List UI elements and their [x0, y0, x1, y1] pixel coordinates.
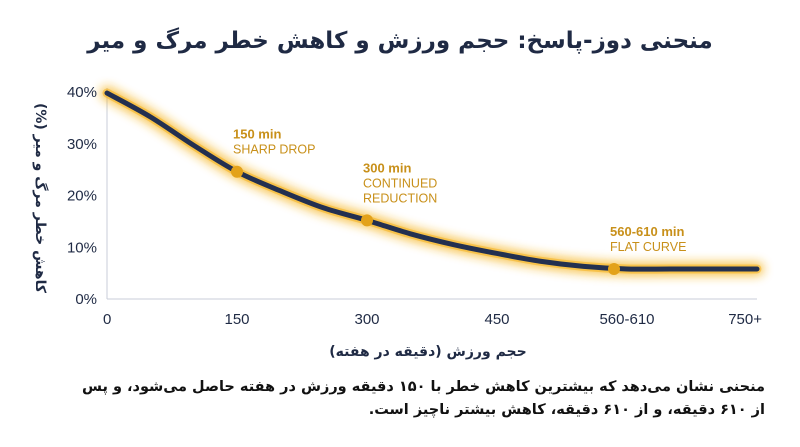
- y-tick-label: 10%: [67, 239, 97, 256]
- annotation-label: 150 min: [233, 127, 281, 142]
- x-axis-label: حجم ورزش (دقیقه در هفته): [329, 344, 526, 360]
- x-tick-label: 750+: [728, 311, 762, 328]
- x-tick-label: 0: [103, 311, 111, 328]
- y-tick-label: 40%: [67, 84, 97, 101]
- curve-layer: [100, 86, 764, 277]
- series-line: [104, 90, 760, 272]
- y-tick-label: 0%: [75, 291, 97, 308]
- x-tick-label: 450: [484, 311, 509, 328]
- annotation-label: REDUCTION: [363, 191, 437, 205]
- annotation-label: FLAT CURVE: [610, 240, 686, 254]
- chart-title: منحنی دوز-پاسخ: حجم ورزش و کاهش خطر مرگ …: [87, 28, 713, 54]
- data-point-marker: [231, 165, 243, 178]
- annotation-label: 560-610 min: [610, 224, 684, 239]
- data-point-marker: [608, 262, 620, 275]
- annotation-label: 300 min: [363, 160, 411, 175]
- data-point-marker: [361, 214, 373, 227]
- y-axis-label: کاهش خطر مرگ و میر (%): [32, 103, 49, 294]
- tick-layer: 0% 10% 20% 30% 40% 0 150 300 450 560-610 750+: [67, 84, 762, 328]
- chart-caption: منحنی نشان می‌دهد که بیشترین کاهش خطر با…: [81, 379, 765, 418]
- y-tick-label: 30%: [67, 136, 97, 153]
- marker-layer: [231, 165, 620, 275]
- annotation-label: CONTINUED: [363, 176, 437, 190]
- x-tick-label: 560-610: [599, 311, 654, 328]
- x-tick-label: 150: [224, 311, 249, 328]
- x-tick-label: 300: [354, 311, 379, 328]
- chart-axes: [106, 88, 757, 300]
- annotation-label: SHARP DROP: [233, 143, 315, 157]
- y-tick-label: 20%: [67, 188, 97, 205]
